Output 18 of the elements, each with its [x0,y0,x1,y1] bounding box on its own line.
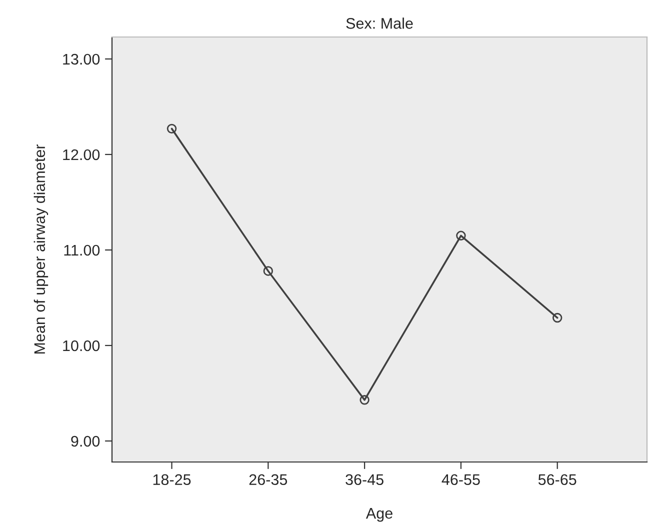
chart-title: Sex: Male [346,18,413,29]
x-tick-label: 18-25 [153,474,191,486]
point [166,124,177,134]
x-tick-label: 46-55 [442,474,480,486]
y-tick-label: 13.00 [63,54,100,65]
point [360,395,370,405]
point [552,312,562,323]
point [263,266,274,276]
y-tick-label: 10.00 [63,340,100,352]
x-tick-label: 36-45 [346,474,384,486]
y-tick-label: 12.00 [63,149,100,160]
x-axis-title: Age [366,508,392,522]
point [456,230,466,241]
x-tick-label: 56-65 [538,474,576,486]
y-tick-label: 9.00 [71,436,100,447]
y-tick-label: 11.00 [64,244,100,256]
y-axis-title: Mean of upper airway diameter [34,144,48,354]
x-tick-label: 26-35 [249,474,288,486]
